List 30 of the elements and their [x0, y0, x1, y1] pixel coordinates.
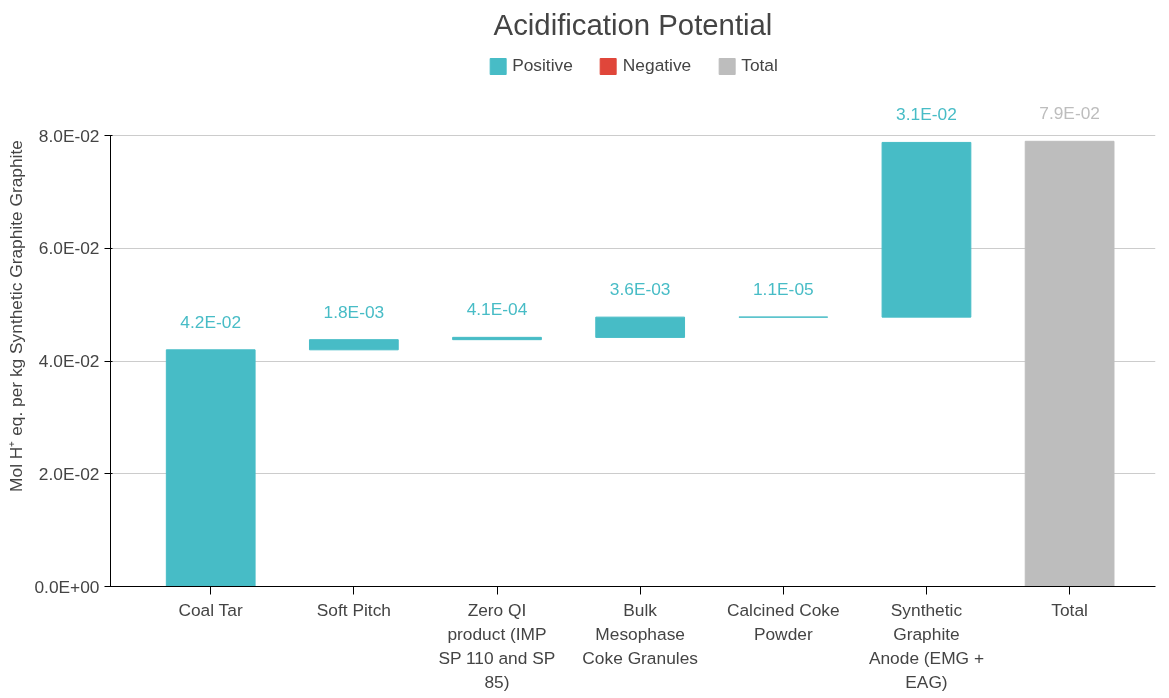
bar — [595, 316, 686, 338]
x-tick-label: Calcined Coke Powder — [726, 599, 840, 644]
text: 7.9E-02 — [1039, 103, 1100, 124]
bar — [452, 336, 542, 341]
text: 3.1E-02 — [896, 104, 957, 125]
x-tick-label: Coal Tar — [178, 599, 243, 620]
text: 3.6E-03 — [609, 279, 671, 300]
x-tick-label: Soft Pitch — [316, 599, 391, 620]
x-tick-label: Synthetic Graphite Anode (EMG + EAG) — [868, 599, 985, 692]
y-tick-label: 0.0E+00 — [34, 576, 100, 597]
x-tick-label: Bulk Mesophase Coke Granules — [582, 599, 699, 668]
legend-label: Total — [741, 55, 778, 76]
text: 1.8E-03 — [323, 301, 385, 322]
y-tick-label: 2.0E-02 — [38, 463, 100, 484]
chart-title: Acidification Potential — [493, 7, 773, 41]
y-axis-title: Mol H⁺ eq. per kg Synthetic Graphite Graphite — [6, 140, 27, 492]
x-tick-label: Total — [1051, 599, 1088, 620]
bar — [881, 141, 972, 318]
text: 4.1E-04 — [466, 299, 528, 320]
bar — [165, 349, 256, 587]
y-tick-label: 4.0E-02 — [38, 351, 100, 372]
legend-label: Negative — [622, 55, 692, 76]
text: 4.2E-02 — [180, 311, 242, 332]
bar — [1024, 140, 1115, 587]
y-tick-label: 6.0E-02 — [38, 238, 100, 259]
x-tick-label: Zero QI product (IMP SP 110 and SP 85) — [438, 599, 556, 692]
text: 1.1E-05 — [752, 279, 814, 300]
bar — [308, 339, 399, 351]
y-tick-label: 8.0E-02 — [38, 125, 100, 146]
legend-label: Positive — [512, 55, 573, 76]
